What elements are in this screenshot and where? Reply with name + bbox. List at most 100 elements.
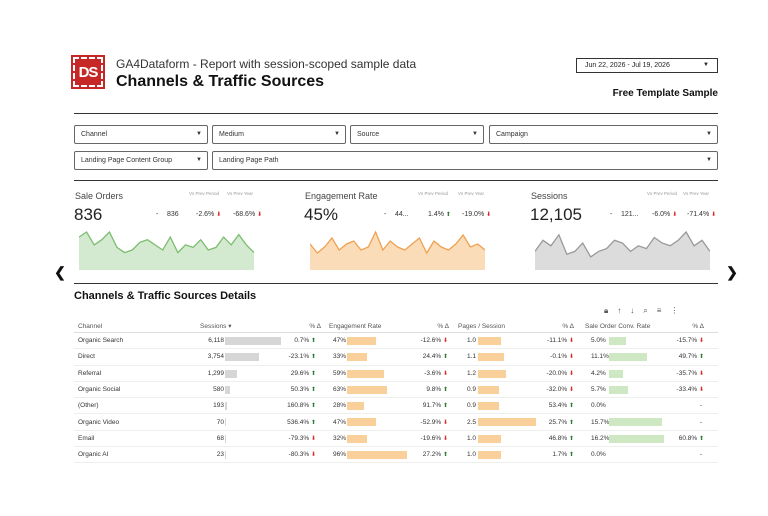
section-title: Channels & Traffic Sources Details bbox=[74, 290, 257, 302]
col-header-channel[interactable]: Channel bbox=[78, 322, 103, 330]
caret-down-icon: ▼ bbox=[334, 131, 340, 137]
sort-ascending-icon[interactable]: ↑ bbox=[617, 306, 622, 315]
filter-campaign[interactable]: Campaign ▼ bbox=[489, 125, 718, 144]
cell-sessions-delta: 536.4% ⬆ bbox=[286, 414, 316, 429]
table-row[interactable]: Referral 1,299 29.6% ⬆ 59% -3.6% ⬇ 1.2 -20.0% … bbox=[74, 366, 718, 382]
cell-delta-text: 160.8% bbox=[287, 402, 310, 410]
kpi-value: 12,105 bbox=[530, 205, 582, 224]
chevron-left-icon[interactable]: ❮ bbox=[54, 263, 66, 280]
date-range-picker[interactable]: Jun 22, 2026 - Jul 19, 2026 ▼ bbox=[576, 58, 718, 73]
conv-bar bbox=[609, 434, 664, 443]
cell-delta-text: -11.1% bbox=[547, 337, 568, 345]
arrow-down-icon: ⬇ bbox=[698, 338, 704, 345]
cell-delta-text: 1.7% bbox=[552, 451, 568, 459]
cell-sessions: 23 bbox=[216, 451, 224, 459]
cell-channel: Organic AI bbox=[78, 451, 109, 459]
col-header-delta[interactable]: % Δ bbox=[437, 322, 449, 330]
sessions-bar bbox=[225, 402, 227, 411]
cell-delta-text: 91.7% bbox=[422, 402, 442, 410]
filter-landing-page-group[interactable]: Landing Page Content Group ▼ bbox=[74, 151, 208, 170]
kpi-header-prev-year: Vs Prev Year bbox=[226, 191, 253, 196]
filter-label: Source bbox=[357, 131, 380, 138]
filter-icon[interactable]: ≡ bbox=[656, 306, 662, 315]
kpi-change-period: -2.6% ⬇ bbox=[196, 211, 221, 218]
divider bbox=[74, 180, 718, 181]
more-vert-icon[interactable]: ⋮ bbox=[670, 306, 679, 315]
arrow-down-icon: ⬇ bbox=[310, 452, 316, 459]
sparkline-sale-orders bbox=[79, 230, 254, 270]
table-row[interactable]: Organic Social 580 50.3% ⬆ 63% 9.8% ⬆ 0.9 -32.… bbox=[74, 382, 718, 399]
cell-channel: Referral bbox=[78, 369, 102, 377]
col-header-delta[interactable]: % Δ bbox=[692, 322, 704, 330]
kpi-change-text: -2.6% bbox=[196, 211, 215, 218]
details-table: Channel Sessions ▾ % Δ Engagement Rate %… bbox=[74, 320, 718, 464]
conv-bar bbox=[609, 418, 663, 427]
sparkline-line bbox=[310, 230, 485, 255]
arrow-down-icon: ⬇ bbox=[568, 338, 574, 345]
col-header-engagement[interactable]: Engagement Rate bbox=[329, 322, 382, 330]
filter-label: Landing Page Path bbox=[219, 157, 279, 164]
sparkline-area bbox=[79, 232, 254, 270]
conv-bar bbox=[609, 369, 624, 378]
filter-source[interactable]: Source ▼ bbox=[350, 125, 484, 144]
cell-delta-text: 49.7% bbox=[678, 353, 698, 361]
chevron-right-icon[interactable]: ❯ bbox=[726, 263, 738, 280]
sort-descending-icon[interactable]: ↓ bbox=[630, 306, 635, 315]
table-row[interactable]: (Other) 193 160.8% ⬆ 28% 91.7% ⬆ 0.9 53.4% ⬆ 0.… bbox=[74, 398, 718, 415]
kpi-label: Sessions bbox=[531, 191, 568, 201]
cell-conv-delta: -33.4% ⬇ bbox=[664, 382, 704, 397]
cell-delta-text: 25.7% bbox=[548, 418, 568, 426]
table-row[interactable]: Organic Video 70 536.4% ⬆ 47% -52.9% ⬇ 2.5 25.… bbox=[74, 414, 718, 431]
caret-down-icon: ▼ bbox=[196, 131, 202, 137]
col-header-delta[interactable]: % Δ bbox=[562, 322, 574, 330]
cell-engagement: 47% bbox=[333, 418, 347, 426]
cell-conv: 5.7% bbox=[591, 386, 606, 394]
sessions-bar bbox=[225, 369, 237, 378]
lock-icon[interactable]: 🔒︎ bbox=[604, 306, 609, 315]
table-row[interactable]: Email 68 -79.3% ⬇ 32% -19.6% ⬇ 1.0 46.8% ⬆ 16.2… bbox=[74, 431, 718, 448]
kpi-change-period: -6.0% ⬇ bbox=[652, 211, 677, 218]
kpi-change-text: -19.0% bbox=[462, 211, 485, 218]
arrow-down-icon: ⬇ bbox=[257, 212, 263, 218]
cell-conv-delta: - bbox=[664, 398, 704, 413]
table-row[interactable]: Direct 3,754 -23.1% ⬆ 33% 24.4% ⬆ 1.1 -0.1% ⬇ 1… bbox=[74, 349, 718, 366]
cell-delta-text: -32.0% bbox=[546, 386, 568, 394]
arrow-up-icon: ⬆ bbox=[442, 387, 448, 394]
caret-down-icon: ▼ bbox=[706, 157, 712, 163]
cell-delta-text: 60.8% bbox=[678, 434, 698, 442]
cell-conv: 5.0% bbox=[591, 337, 606, 345]
kpi-change-text: 1.4% bbox=[428, 211, 444, 218]
filter-landing-page-path[interactable]: Landing Page Path ▼ bbox=[212, 151, 718, 170]
cell-channel: (Other) bbox=[78, 402, 99, 410]
col-header-delta[interactable]: % Δ bbox=[309, 322, 321, 330]
table-header-row: Channel Sessions ▾ % Δ Engagement Rate %… bbox=[74, 320, 718, 333]
cell-sessions: 3,754 bbox=[207, 353, 224, 361]
arrow-up-icon: ⬆ bbox=[568, 403, 574, 410]
table-row[interactable]: Organic AI 23 -80.3% ⬇ 96% 27.2% ⬆ 1.0 1.7% ⬆ 0… bbox=[74, 447, 718, 464]
filter-medium[interactable]: Medium ▼ bbox=[212, 125, 346, 144]
cell-sessions: 580 bbox=[213, 386, 224, 394]
cell-conv: 4.2% bbox=[591, 369, 606, 377]
cell-delta-text: 27.2% bbox=[422, 451, 442, 459]
arrow-down-icon: ⬇ bbox=[442, 419, 448, 426]
kpi-header-prev-period: Vs Prev Period bbox=[647, 191, 678, 196]
cell-pages-delta: 53.4% ⬆ bbox=[536, 398, 574, 413]
kpi-header-prev-period: Vs Prev Period bbox=[189, 191, 220, 196]
cell-conv: 0.0% bbox=[591, 402, 606, 410]
table-row[interactable]: Organic Search 6,118 0.7% ⬆ 47% -12.6% ⬇ 1.0 -… bbox=[74, 333, 718, 350]
cell-delta-text: -0.1% bbox=[550, 353, 568, 361]
arrow-down-icon: ⬇ bbox=[568, 354, 574, 361]
sparkline-line bbox=[535, 230, 710, 258]
arrow-up-icon: ⬆ bbox=[310, 354, 316, 361]
cell-conv-delta: 49.7% ⬆ bbox=[664, 349, 704, 364]
cell-engagement: 33% bbox=[333, 353, 347, 361]
kpi-change-year: -71.4% ⬇ bbox=[687, 211, 716, 218]
cell-delta-text: - bbox=[700, 402, 703, 410]
col-header-sessions[interactable]: Sessions ▾ bbox=[200, 320, 231, 332]
cell-pages: 1.1 bbox=[467, 353, 477, 361]
col-header-conv[interactable]: Sale Order Conv. Rate bbox=[585, 322, 651, 330]
filter-channel[interactable]: Channel ▼ bbox=[74, 125, 208, 144]
col-header-pages[interactable]: Pages / Session bbox=[458, 322, 505, 330]
search-icon[interactable]: ⌕ bbox=[643, 306, 648, 315]
cell-delta-text: -79.3% bbox=[288, 434, 310, 442]
